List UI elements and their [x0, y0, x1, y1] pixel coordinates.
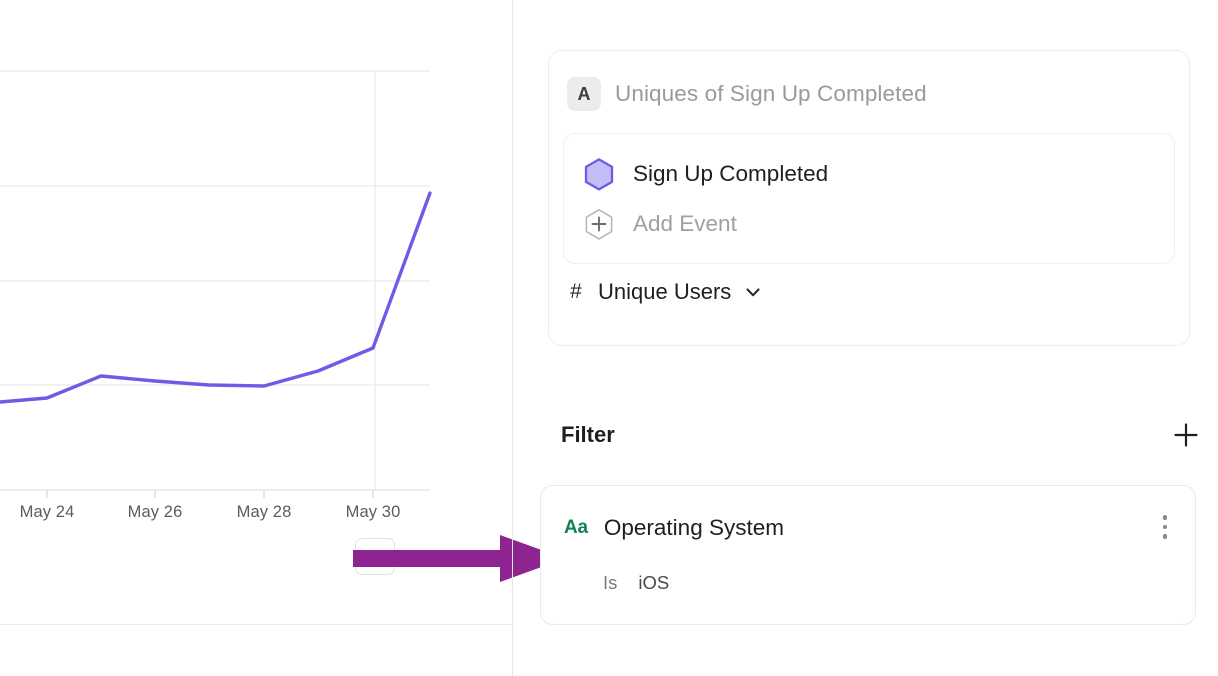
panel-split-divider — [512, 0, 513, 676]
metric-letter-badge: A — [567, 77, 601, 111]
event-card-title: Uniques of Sign Up Completed — [615, 81, 927, 106]
filter-value: iOS — [638, 572, 670, 593]
kebab-menu-icon[interactable] — [1153, 510, 1177, 544]
x-axis-label: May 26 — [127, 503, 183, 521]
chart-brush-handle-badge[interactable]: 1 — [355, 538, 395, 575]
event-card-header: A Uniques of Sign Up Completed — [567, 73, 1171, 115]
filter-condition-row[interactable]: Is iOS — [603, 572, 669, 594]
text-property-type-icon: Aa — [564, 517, 588, 538]
hash-icon: # — [570, 280, 582, 303]
x-axis-label: May 24 — [19, 503, 75, 521]
hexagon-filled-icon — [584, 158, 614, 191]
add-event-label: Add Event — [633, 211, 737, 236]
event-definition-card: A Uniques of Sign Up Completed Sign Up C… — [548, 50, 1190, 346]
x-axis-label: May 28 — [236, 503, 292, 521]
chart-gridlines-horizontal — [0, 70, 430, 386]
filter-section-title: Filter — [561, 422, 615, 447]
panel-bottom-divider — [0, 624, 512, 625]
add-filter-button[interactable] — [1171, 420, 1201, 450]
line-chart — [0, 70, 432, 498]
filter-card-operating-system[interactable]: Aa Operating System Is iOS — [540, 485, 1196, 625]
filter-section-header: Filter — [561, 416, 1201, 454]
filter-property-row[interactable]: Aa Operating System — [564, 509, 1175, 547]
measure-label: Unique Users — [598, 279, 732, 304]
event-row-sign-up-completed[interactable]: Sign Up Completed — [582, 150, 1156, 198]
chevron-down-icon — [746, 288, 760, 297]
measure-selector[interactable]: # Unique Users — [567, 279, 762, 305]
hexagon-plus-icon — [585, 208, 613, 240]
event-list-card: Sign Up Completed Add Event — [563, 133, 1175, 264]
x-axis-label: May 30 — [345, 503, 401, 521]
event-row-label: Sign Up Completed — [633, 161, 829, 186]
chart-panel: May 24 May 26 May 28 May 30 1 — [0, 0, 512, 676]
config-panel: A Uniques of Sign Up Completed Sign Up C… — [513, 0, 1218, 676]
plus-icon — [1174, 423, 1198, 447]
filter-operator: Is — [603, 572, 618, 593]
add-event-button[interactable]: Add Event — [582, 200, 1156, 248]
filter-property-name: Operating System — [603, 515, 784, 540]
chart-x-ticks — [46, 490, 374, 498]
chart-series-line — [0, 191, 432, 404]
